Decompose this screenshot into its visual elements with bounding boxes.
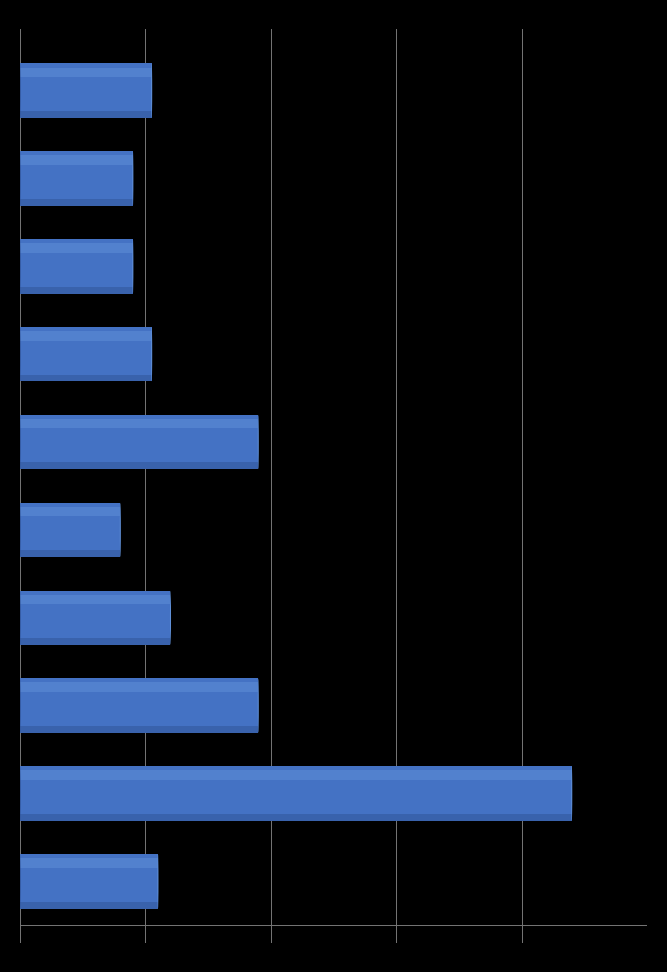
Bar <box>20 682 258 692</box>
Bar <box>20 854 158 909</box>
Bar <box>20 814 572 820</box>
Ellipse shape <box>19 63 21 118</box>
Ellipse shape <box>132 152 133 206</box>
Bar <box>20 902 158 909</box>
Bar <box>20 463 258 469</box>
Ellipse shape <box>19 503 21 557</box>
Bar <box>20 678 258 733</box>
Bar <box>20 156 133 165</box>
Ellipse shape <box>19 766 21 820</box>
Bar <box>20 591 171 645</box>
Bar <box>20 287 133 294</box>
Ellipse shape <box>132 239 133 294</box>
Bar <box>20 858 158 868</box>
Ellipse shape <box>120 503 121 557</box>
Bar <box>20 726 258 733</box>
Bar <box>20 331 151 340</box>
Bar <box>20 374 151 381</box>
Ellipse shape <box>19 415 21 469</box>
Ellipse shape <box>571 766 572 820</box>
Bar <box>20 152 133 206</box>
Bar <box>20 63 151 118</box>
Ellipse shape <box>19 854 21 909</box>
Ellipse shape <box>19 152 21 206</box>
Ellipse shape <box>19 327 21 381</box>
Ellipse shape <box>157 854 159 909</box>
Bar <box>20 550 120 557</box>
Bar <box>20 111 151 118</box>
Bar <box>20 67 151 77</box>
Bar <box>20 415 258 469</box>
Bar <box>20 327 151 381</box>
Bar <box>20 243 133 253</box>
Ellipse shape <box>19 591 21 645</box>
Bar <box>20 771 572 780</box>
Bar <box>20 506 120 516</box>
Ellipse shape <box>151 63 152 118</box>
Ellipse shape <box>19 678 21 733</box>
Bar <box>20 419 258 429</box>
Ellipse shape <box>151 327 152 381</box>
Bar <box>20 595 171 605</box>
Ellipse shape <box>170 591 171 645</box>
Ellipse shape <box>257 415 259 469</box>
Bar <box>20 199 133 206</box>
Ellipse shape <box>19 239 21 294</box>
Bar <box>20 766 572 820</box>
Ellipse shape <box>257 678 259 733</box>
Bar <box>20 239 133 294</box>
Bar <box>20 503 120 557</box>
Bar <box>20 639 171 645</box>
